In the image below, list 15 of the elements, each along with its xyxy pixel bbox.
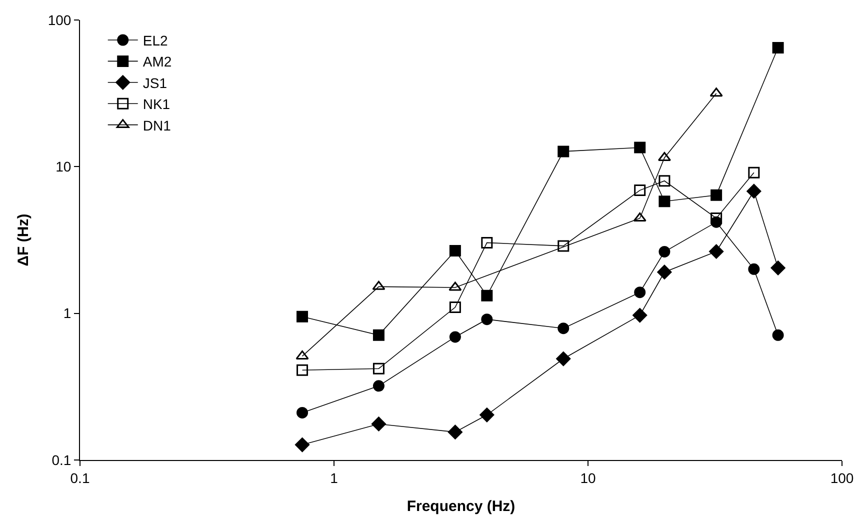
x-axis-title: Frequency (Hz) [406, 498, 516, 515]
y-tick-label: 10 [56, 158, 72, 175]
legend-label: EL2 [142, 32, 168, 48]
x-tick-label: 1 [330, 470, 338, 486]
legend-label: AM2 [142, 54, 172, 70]
x-tick-label: 100 [830, 470, 854, 486]
y-axis-title: ΔF (Hz) [15, 214, 32, 266]
legend-label: NK1 [142, 96, 170, 112]
y-tick-label: 0.1 [52, 452, 72, 468]
x-tick-label: 0.1 [70, 470, 90, 486]
y-tick-label: 100 [48, 12, 72, 28]
y-tick-label: 1 [63, 305, 72, 322]
x-tick-label: 10 [580, 470, 596, 486]
legend-label: JS1 [142, 74, 168, 91]
legend-label: DN1 [142, 117, 172, 134]
